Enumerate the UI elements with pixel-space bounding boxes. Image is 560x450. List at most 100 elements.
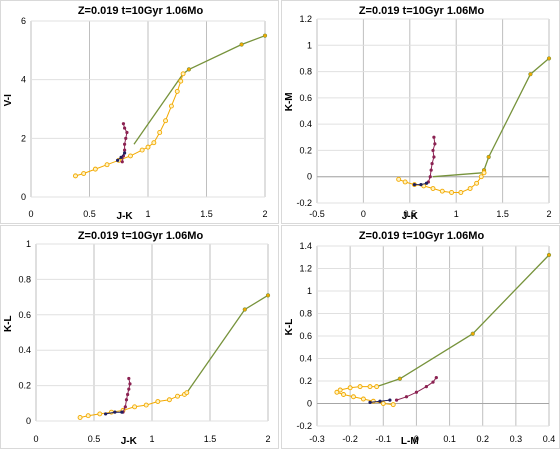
x-tick-label: 2 [262, 209, 267, 219]
data-point [429, 168, 433, 172]
y-axis-label: K-L [284, 319, 295, 336]
data-point [123, 148, 127, 152]
data-point [92, 166, 98, 172]
data-point [126, 392, 130, 397]
x-tick-label: 1.5 [204, 434, 217, 444]
data-point [139, 147, 145, 153]
data-point [419, 183, 423, 187]
chart-title: Z=0.019 t=10Gyr 1.06Mo [359, 230, 485, 242]
data-point [449, 190, 455, 195]
data-point [104, 162, 110, 168]
y-tick-label: 1.2 [299, 264, 312, 274]
data-point [124, 136, 128, 140]
data-point [341, 392, 346, 397]
data-point [157, 130, 163, 135]
data-point [85, 413, 91, 419]
x-tick-label: 0 [28, 209, 33, 219]
data-point [184, 390, 190, 396]
data-point [412, 183, 417, 187]
data-point [73, 173, 78, 179]
data-point [125, 130, 129, 135]
y-axis-label: V-I [3, 94, 14, 106]
data-point [123, 142, 127, 146]
chart-title: Z=0.019 t=10Gyr 1.06Mo [359, 5, 485, 17]
x-axis-label: L-M [401, 436, 419, 447]
y-tick-label: 0 [26, 416, 31, 426]
data-point [430, 161, 434, 166]
y-tick-label: 0.4 [299, 119, 312, 129]
chart-panel-km-jk: -0.5 0 0.5 1 1.5 2 -0.2 0 0.2 0.4 0.6 0.8 1 1.2 Z=0.01… [281, 0, 560, 224]
data-point [132, 404, 138, 410]
y-tick-label: -0.2 [296, 421, 312, 431]
data-point [262, 33, 268, 38]
data-point [474, 180, 480, 186]
data-point [374, 384, 380, 390]
data-point [113, 410, 117, 414]
data-point [431, 148, 435, 153]
chart-svg-km-jk: -0.5 0 0.5 1 1.5 2 -0.2 0 0.2 0.4 0.6 0.8 1 1.2 Z=0.01… [284, 5, 552, 222]
data-point [432, 135, 436, 139]
series-line [483, 57, 550, 171]
y-axis-label: K-L [3, 315, 14, 332]
x-axis-label: J-K [121, 436, 138, 447]
data-point [433, 142, 437, 146]
data-point [81, 171, 87, 176]
data-point [430, 186, 436, 191]
x-tick-label: 0.3 [510, 434, 523, 444]
data-point [97, 411, 103, 417]
data-point [470, 331, 475, 336]
series-line [186, 294, 269, 394]
data-point [528, 72, 533, 77]
data-point [127, 387, 131, 391]
data-point [168, 103, 174, 109]
data-point [123, 126, 127, 130]
data-point [119, 155, 123, 159]
y-tick-label: 0.6 [299, 93, 312, 103]
data-point [394, 398, 399, 402]
data-point [486, 154, 491, 160]
data-point [145, 144, 151, 150]
data-point [434, 376, 438, 380]
data-point [367, 384, 373, 390]
data-point [424, 385, 428, 389]
series-curve [75, 73, 184, 177]
data-point [424, 181, 429, 185]
y-tick-label: 0.2 [299, 376, 312, 386]
y-tick-label: 2 [21, 133, 26, 143]
data-point [163, 118, 169, 124]
data-point [120, 410, 124, 414]
y-tick-label: 0.2 [18, 381, 31, 391]
data-point [467, 186, 473, 191]
data-point [180, 71, 186, 77]
data-point [351, 394, 356, 400]
series-line [182, 35, 266, 75]
x-tick-label: 0 [414, 434, 419, 444]
data-point [166, 397, 172, 403]
data-point [458, 190, 464, 195]
data-point [337, 387, 343, 393]
y-tick-label: 0.8 [299, 67, 312, 77]
x-tick-label: 0.5 [404, 209, 417, 219]
x-tick-label: 0.5 [88, 434, 101, 444]
y-tick-label: 0 [307, 172, 312, 182]
x-tick-label: -0.2 [342, 434, 358, 444]
data-point [174, 88, 180, 94]
chart-title: Z=0.019 t=10Gyr 1.06Mo [78, 5, 204, 17]
x-tick-label: -0.3 [309, 434, 325, 444]
data-point [123, 151, 127, 155]
x-tick-label: 1 [145, 209, 150, 219]
chart-svg-kl-jk: 0 0.5 1 1.5 2 0 0.2 0.4 0.6 0.8 1 Z=0.019 t=10Gyr 1… [3, 230, 271, 447]
data-point [115, 158, 120, 162]
x-tick-label: 0.1 [443, 434, 456, 444]
series-line [133, 73, 184, 145]
data-point [151, 140, 157, 146]
y-tick-label: 0 [21, 192, 26, 202]
data-point [402, 179, 408, 185]
y-tick-label: 1 [307, 40, 312, 50]
data-point [428, 175, 432, 179]
y-tick-label: 1 [307, 286, 312, 296]
x-tick-label: -0.1 [376, 434, 392, 444]
data-point [396, 176, 402, 182]
x-tick-label: 0.5 [83, 209, 96, 219]
y-tick-label: 1.4 [299, 241, 312, 251]
